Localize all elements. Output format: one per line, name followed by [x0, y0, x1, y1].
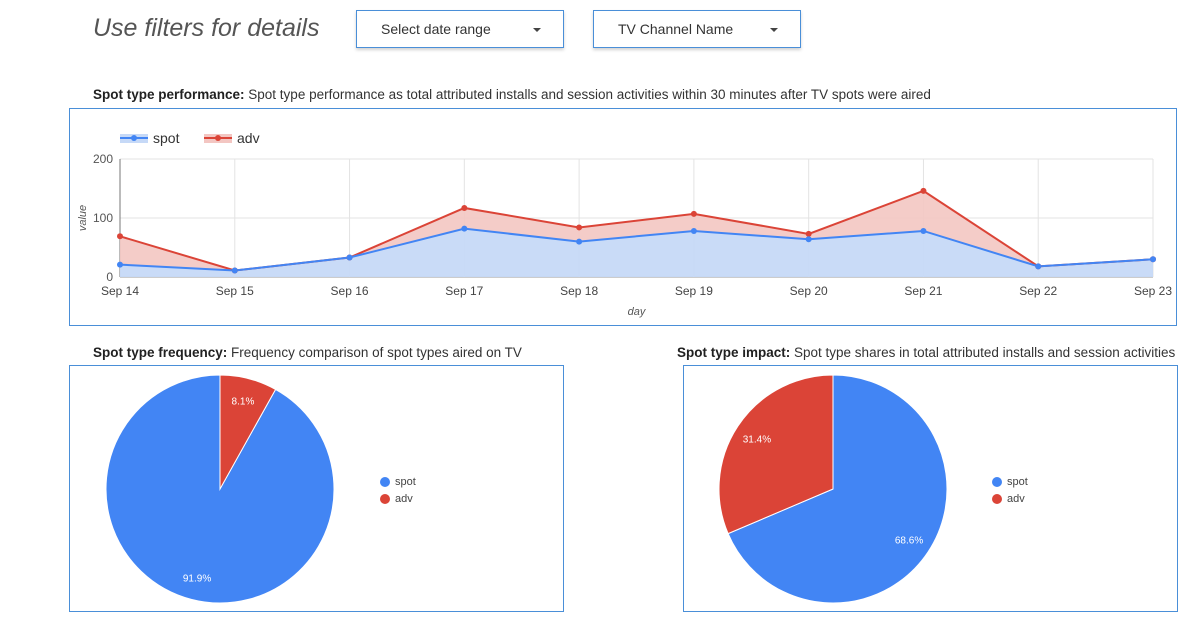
legend-item-adv: adv	[380, 490, 416, 507]
frequency-heading-text: Frequency comparison of spot types aired…	[227, 345, 522, 360]
impact-chart-panel: 68.6% 31.4% spot adv	[683, 365, 1178, 612]
date-range-dropdown[interactable]: Select date range	[356, 10, 564, 48]
tv-channel-label: TV Channel Name	[618, 21, 734, 37]
spot-swatch	[992, 476, 1002, 487]
spot-point	[231, 267, 238, 274]
frequency-legend: spot adv	[380, 473, 416, 507]
frequency-heading-bold: Spot type frequency:	[93, 345, 228, 360]
y-axis-label: value	[77, 205, 89, 231]
x-tick-label: Sep 17	[445, 284, 483, 298]
spot-point	[1035, 263, 1042, 270]
y-tick-label: 0	[106, 270, 113, 284]
tv-channel-dropdown[interactable]: TV Channel Name	[593, 10, 801, 48]
caret-down-icon	[770, 28, 778, 32]
adv-area	[120, 190, 1153, 271]
legend-label-adv: adv	[1007, 492, 1025, 505]
pie-slice-spot	[727, 374, 948, 604]
adv-point	[805, 230, 812, 237]
caret-down-icon	[533, 28, 541, 32]
frequency-chart-panel: 91.9% 8.1% spot adv	[69, 365, 564, 612]
adv-swatch	[992, 493, 1002, 504]
x-tick-label: Sep 20	[790, 284, 828, 298]
performance-heading: Spot type performance: Spot type perform…	[93, 87, 931, 102]
x-axis-label: day	[628, 306, 647, 318]
spot-point	[920, 227, 927, 234]
legend-item-adv: adv	[992, 490, 1028, 507]
legend-item-spot: spot	[992, 473, 1028, 490]
x-tick-label: Sep 18	[560, 284, 598, 298]
x-tick-label: Sep 14	[101, 284, 139, 298]
legend-marker-adv	[215, 135, 221, 141]
performance-heading-text: Spot type performance as total attribute…	[244, 87, 931, 102]
page-title: Use filters for details	[93, 14, 320, 42]
performance-heading-bold: Spot type performance:	[93, 87, 245, 102]
y-tick-label: 100	[93, 211, 113, 225]
performance-chart-panel: 0 100 200 Sep 14 Sep 15 Sep 16 Sep 17 Sep 18 Sep…	[69, 108, 1177, 326]
x-tick-label: Sep 19	[675, 284, 713, 298]
pie-slice-adv	[219, 374, 277, 491]
impact-heading: Spot type impact: Spot type shares in to…	[677, 345, 1175, 360]
legend-item-spot: spot	[380, 473, 416, 490]
spot-point	[805, 236, 812, 243]
spot-swatch	[380, 476, 390, 487]
x-tick-label: Sep 23	[1134, 284, 1172, 298]
x-tick-label: Sep 21	[904, 284, 942, 298]
performance-area-chart: 0 100 200 Sep 14 Sep 15 Sep 16 Sep 17 Sep 18 Sep…	[77, 130, 1172, 318]
spot-area	[120, 228, 1153, 277]
y-tick-label: 200	[93, 152, 113, 166]
legend-marker-spot	[131, 135, 137, 141]
x-tick-label: Sep 22	[1019, 284, 1057, 298]
spot-point	[117, 261, 123, 268]
adv-swatch	[380, 493, 390, 504]
impact-legend: spot adv	[992, 473, 1028, 507]
adv-point	[117, 233, 123, 240]
impact-heading-text: Spot type shares in total attributed ins…	[790, 345, 1176, 360]
pie-label-adv: 31.4%	[743, 435, 771, 446]
frequency-heading: Spot type frequency: Frequency compariso…	[93, 345, 522, 360]
spot-point	[346, 254, 353, 261]
adv-point	[920, 187, 927, 194]
pie-label-spot: 91.9%	[183, 573, 211, 584]
legend-label-spot: spot	[153, 130, 180, 146]
legend-label-spot: spot	[395, 475, 416, 488]
impact-pie-chart: 68.6% 31.4%	[718, 374, 948, 604]
x-tick-label: Sep 15	[216, 284, 254, 298]
spot-line	[119, 227, 1154, 272]
frequency-pie-chart: 91.9% 8.1%	[105, 374, 335, 604]
legend-label-adv: adv	[395, 492, 413, 505]
legend-label-adv: adv	[237, 130, 260, 146]
spot-point	[461, 225, 468, 232]
date-range-label: Select date range	[381, 21, 491, 37]
x-tick-label: Sep 16	[331, 284, 369, 298]
legend-label-spot: spot	[1007, 475, 1028, 488]
spot-point	[690, 227, 697, 234]
spot-point	[576, 238, 583, 245]
adv-point	[690, 210, 697, 217]
adv-point	[461, 204, 468, 211]
adv-point	[576, 224, 583, 231]
pie-slice-adv	[718, 374, 834, 535]
impact-heading-bold: Spot type impact:	[677, 345, 791, 360]
pie-label-adv: 8.1%	[232, 397, 255, 408]
pie-label-spot: 68.6%	[895, 535, 923, 546]
spot-point	[1150, 256, 1156, 263]
